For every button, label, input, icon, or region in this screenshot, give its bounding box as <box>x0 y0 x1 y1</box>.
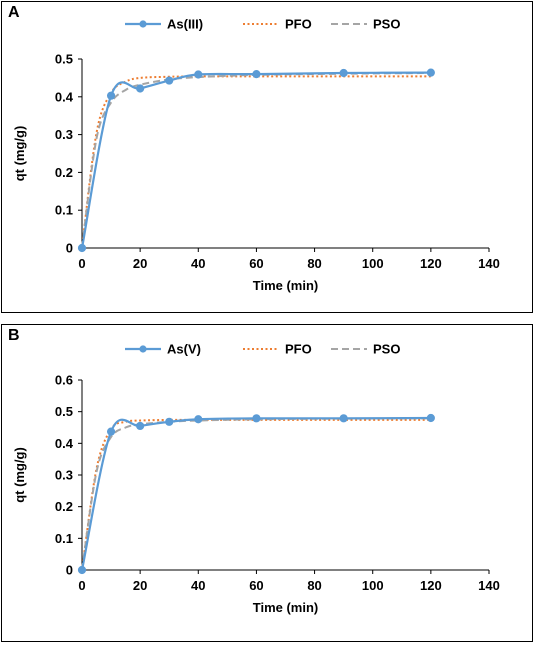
chart-a-data-point <box>136 84 145 93</box>
chart-b-data-point <box>136 421 145 431</box>
chart-b-y-tick-label: 0.1 <box>55 531 73 546</box>
chart-b-legend-marker <box>139 345 147 353</box>
chart-a-series-line-dashed <box>81 71 431 249</box>
chart-b-svg: 0 0.1 0.2 0.3 0.4 0.5 0.6 0 20 40 60 80 100 120 140 Tim… <box>12 342 500 616</box>
chart-b-y-tick-label: 0.4 <box>55 436 74 451</box>
chart-b-data-point <box>165 417 174 426</box>
chart-b-x-tick-label: 100 <box>362 578 384 593</box>
chart-a-series-line-solid-markers <box>80 71 432 250</box>
panel-label-a: A <box>8 4 20 21</box>
chart-a-x-tick-label: 0 <box>78 256 85 271</box>
chart-a-x-tick-label: 100 <box>362 256 384 271</box>
chart-b-x-tick-label: 140 <box>478 578 500 593</box>
chart-b-x-axis-title: Time (min) <box>253 600 319 615</box>
chart-a-legend-label: As(III) <box>167 17 203 32</box>
chart-a-x-axis-title: Time (min) <box>253 278 319 293</box>
chart-a-data-point <box>77 243 87 253</box>
chart-b-data-point <box>426 413 435 423</box>
chart-a-y-tick-label: 0.5 <box>55 52 73 67</box>
chart-a-y-tick-label: 0.2 <box>55 165 73 180</box>
chart-b-legend-label: PFO <box>285 342 312 357</box>
chart-a-legend-label: PSO <box>373 17 400 32</box>
chart-a-x-tick-label: 120 <box>420 256 442 271</box>
chart-a-data-point <box>339 68 348 78</box>
chart-a-y-axis-title: qt (mg/g) <box>12 126 27 182</box>
chart-a-legend-marker <box>139 20 147 28</box>
chart-b-data-point <box>339 414 348 423</box>
chart-b-legend-label: PSO <box>373 342 400 357</box>
chart-a-data-point <box>194 70 203 79</box>
chart-b-y-tick-label: 0.2 <box>55 499 73 514</box>
chart-a-y-tick-label: 0.4 <box>55 89 74 104</box>
chart-b-series-line-dotted <box>81 418 431 571</box>
chart-b-x-tick-label: 40 <box>191 578 205 593</box>
chart-b-series-line-solid-markers <box>80 416 432 572</box>
panel-label-b: B <box>8 327 20 344</box>
chart-b-y-tick-label: 0.6 <box>55 373 73 388</box>
chart-b-y-tick-label: 0 <box>66 563 73 578</box>
chart-b-series-line-dashed <box>81 417 431 571</box>
chart-a-y-tick-label: 0.1 <box>55 203 73 218</box>
chart-a-y-tick-label: 0.3 <box>55 127 73 142</box>
chart-a-x-tick-label: 20 <box>133 256 147 271</box>
chart-panel-a: A 0 0.1 0.2 0.3 0.4 0.5 0 20 40 60 80 100 120 140 Time… <box>1 1 533 313</box>
chart-a-x-tick-label: 80 <box>307 256 321 271</box>
chart-a-x-tick-label: 60 <box>249 256 263 271</box>
chart-b-y-tick-label: 0.5 <box>55 404 73 419</box>
chart-b-data-point <box>106 427 116 436</box>
chart-b-x-tick-label: 0 <box>78 578 85 593</box>
chart-a-y-tick-label: 0 <box>66 241 73 256</box>
chart-b-y-tick-label: 0.3 <box>55 468 73 483</box>
chart-a-data-point <box>106 91 116 100</box>
chart-b-data-point <box>77 565 87 575</box>
chart-a-series-line-dotted <box>81 75 431 249</box>
chart-panel-b: B 0 0.1 0.2 0.3 0.4 0.5 0.6 0 20 40 60 80 100 120 140 T… <box>1 324 533 642</box>
chart-a-svg: 0 0.1 0.2 0.3 0.4 0.5 0 20 40 60 80 100 120 140 Time (… <box>12 17 500 294</box>
chart-a-x-tick-label: 40 <box>191 256 205 271</box>
chart-b-legend-label: As(V) <box>167 342 201 357</box>
chart-b-x-tick-label: 80 <box>307 578 321 593</box>
chart-b-x-tick-label: 60 <box>249 578 263 593</box>
chart-a-data-point <box>252 70 261 79</box>
chart-b-data-point <box>252 414 261 423</box>
chart-b-data-point <box>194 415 203 424</box>
chart-a-x-tick-label: 140 <box>478 256 500 271</box>
chart-a-legend-label: PFO <box>285 17 312 32</box>
chart-b-x-tick-label: 120 <box>420 578 442 593</box>
chart-b-x-tick-label: 20 <box>133 578 147 593</box>
chart-b-y-axis-title: qt (mg/g) <box>12 447 27 503</box>
chart-a-data-point <box>165 76 174 85</box>
chart-a-data-point <box>426 68 435 77</box>
